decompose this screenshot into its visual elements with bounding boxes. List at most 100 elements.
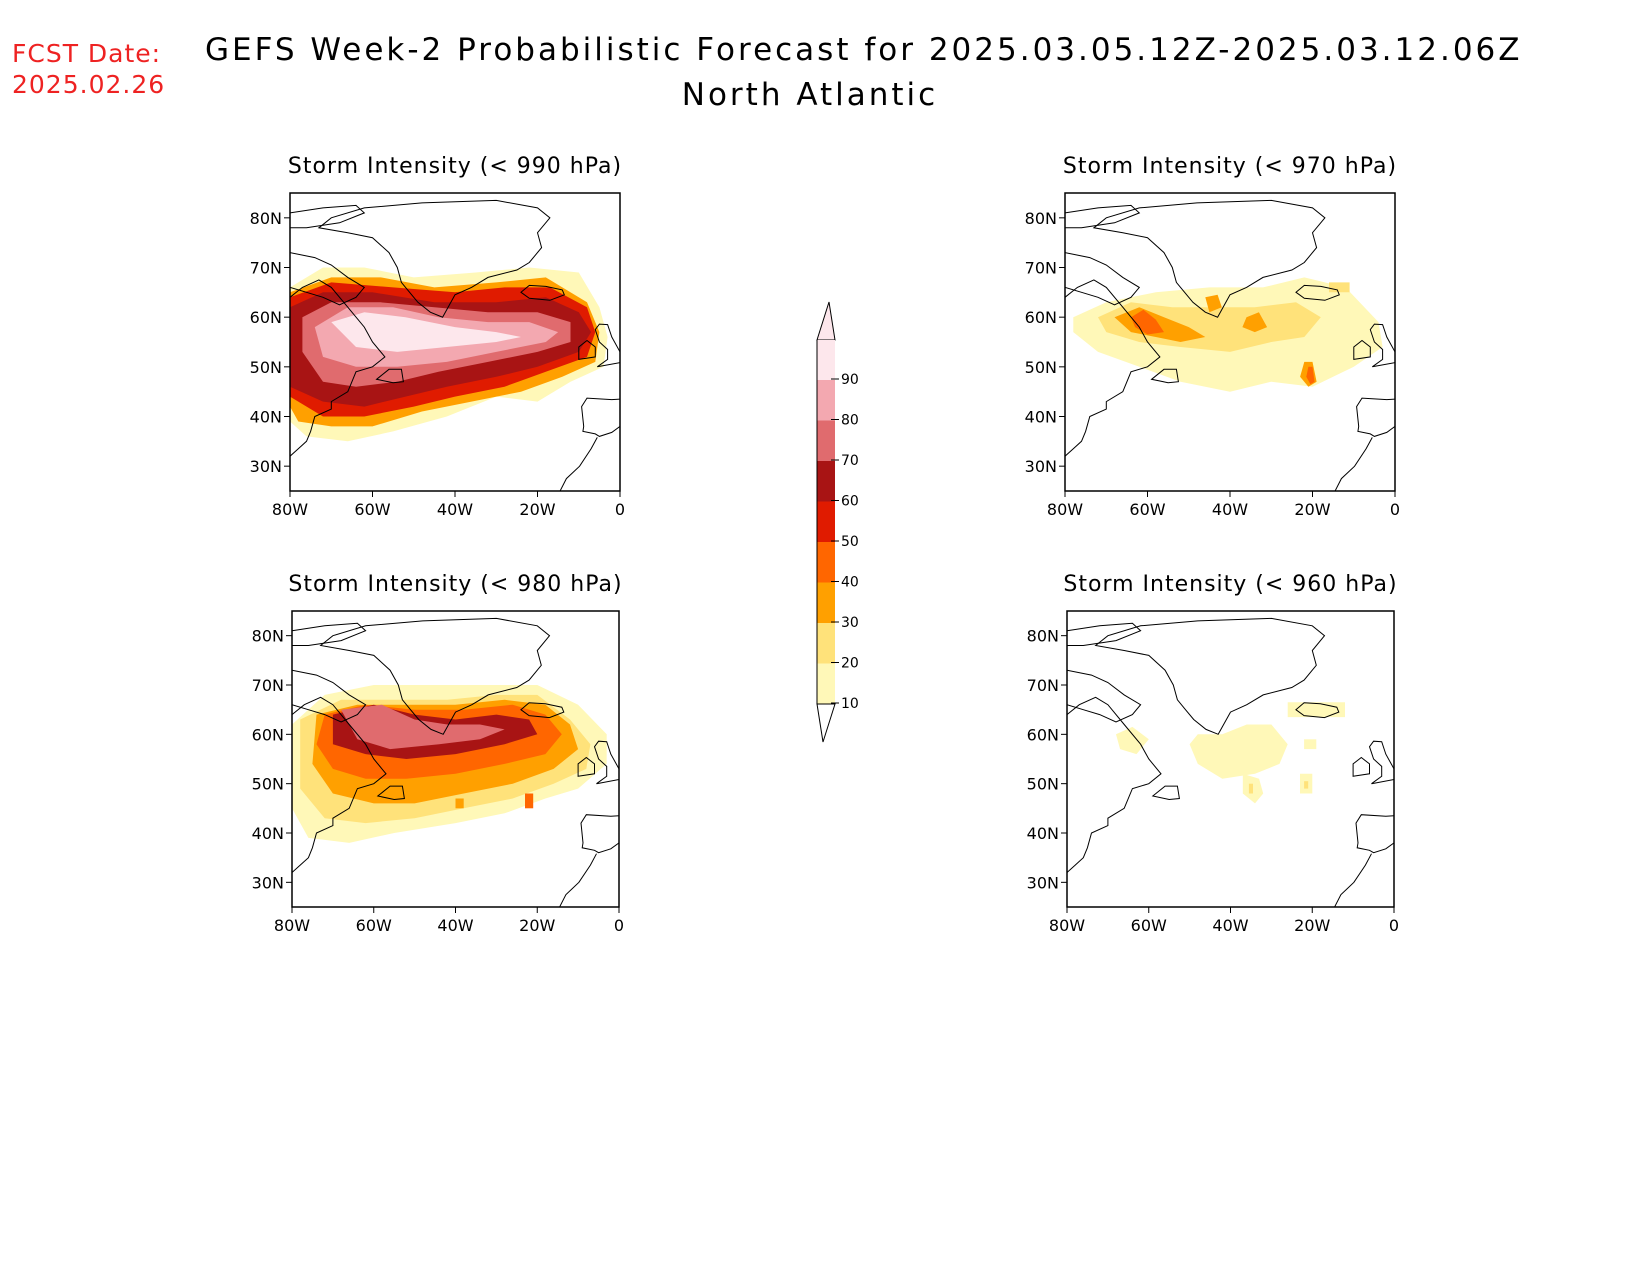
lon-tick-label: 60W (1129, 500, 1165, 519)
coastline (1094, 617, 1326, 735)
coastline (1067, 669, 1142, 723)
coastline (290, 279, 386, 457)
probability-area (1248, 783, 1253, 794)
probability-area (341, 704, 505, 750)
colorbar-label: 30 (841, 615, 859, 631)
colorbar-segment (817, 420, 835, 461)
colorbar-segment (817, 663, 835, 704)
lat-tick-label: 40N (1027, 824, 1059, 843)
map-panel-4: Storm Intensity (< 960 hPa) 80N 70N 60N 50N 4… (1027, 572, 1399, 935)
probability-area (1205, 294, 1222, 313)
lat-tick-label: 70N (1025, 259, 1057, 278)
coastline (292, 622, 367, 646)
coastline (577, 756, 595, 777)
lat-tick-label: 30N (1027, 873, 1059, 892)
lon-tick-label: 0 (1389, 916, 1399, 935)
lon-tick-label: 0 (615, 500, 625, 519)
colorbar-segment (817, 380, 835, 421)
probability-area (1306, 366, 1315, 385)
lat-tick-label: 80N (250, 209, 282, 228)
lon-tick-label: 20W (519, 916, 555, 935)
lat-tick-label: 60N (1027, 725, 1059, 744)
probability-area (1242, 312, 1268, 333)
lon-tick-label: 40W (1212, 500, 1248, 519)
lon-tick-label: 60W (1131, 916, 1167, 935)
coastline (520, 284, 565, 301)
lon-tick-label: 60W (356, 916, 392, 935)
lat-tick-label: 80N (252, 627, 284, 646)
probability-shading (1116, 702, 1345, 804)
lon-tick-label: 40W (437, 916, 473, 935)
lat-tick-label: 80N (1025, 209, 1057, 228)
probability-shading (292, 685, 607, 843)
coastline (1369, 323, 1395, 368)
lat-tick-label: 40N (1025, 408, 1057, 427)
fcst-date-value: 2025.02.26 (12, 70, 166, 99)
coastlines (292, 617, 619, 907)
coastline (1334, 437, 1373, 491)
lat-tick-label: 50N (1027, 775, 1059, 794)
coastline (1067, 622, 1142, 646)
lat-tick-label: 40N (252, 824, 284, 843)
colorbar-label: 10 (841, 696, 859, 712)
lon-tick-label: 40W (1212, 916, 1248, 935)
coastline (1067, 696, 1162, 873)
panel-title: Storm Intensity (< 990 hPa) (288, 154, 622, 179)
coastline (1065, 279, 1161, 457)
probability-area (1131, 309, 1164, 335)
lat-tick-label: 60N (250, 308, 282, 327)
lon-tick-label: 0 (614, 916, 624, 935)
probability-area (1189, 724, 1288, 779)
colorbar-label: 50 (841, 534, 859, 550)
forecast-date-block: FCST Date: 2025.02.26 (12, 38, 165, 100)
colorbar-label: 20 (841, 656, 859, 672)
coastline (1352, 756, 1370, 777)
coastline (1356, 397, 1395, 437)
lon-tick-label: 80W (272, 500, 308, 519)
coastline (559, 853, 597, 907)
coastline (317, 199, 551, 318)
colorbar-top-wedge (816, 301, 836, 341)
lat-tick-label: 50N (252, 775, 284, 794)
coastline (578, 339, 596, 360)
colorbar-bottom-wedge (816, 703, 836, 743)
lat-tick-label: 50N (250, 358, 282, 377)
coastline (375, 368, 404, 384)
coastline (1295, 702, 1340, 719)
coastlines (1065, 199, 1395, 491)
lon-tick-label: 20W (1294, 916, 1330, 935)
fcst-date-label: FCST Date: (12, 39, 162, 68)
coastline (580, 814, 619, 854)
lon-tick-label: 80W (274, 916, 310, 935)
region-title-text: North Atlantic (681, 77, 939, 113)
coastline (594, 323, 620, 368)
coastline (319, 617, 551, 735)
colorbar-label: 70 (841, 453, 859, 469)
lat-tick-label: 30N (250, 457, 282, 476)
coastline (376, 785, 405, 801)
lat-tick-label: 60N (1025, 308, 1057, 327)
colorbar-label: 90 (841, 372, 859, 388)
panel-title: Storm Intensity (< 970 hPa) (1063, 154, 1397, 179)
coastline (1065, 252, 1141, 306)
colorbar-segment (817, 623, 835, 664)
probability-area (331, 312, 521, 352)
coastline (292, 669, 367, 723)
region-title: North Atlantic (0, 77, 1650, 113)
coastline (1092, 199, 1326, 318)
coastline (292, 696, 387, 873)
colorbar-segment (817, 340, 835, 380)
coastline (1355, 814, 1394, 854)
colorbar-label: 80 (841, 413, 859, 429)
lat-tick-label: 80N (1027, 627, 1059, 646)
lon-tick-label: 80W (1047, 500, 1083, 519)
colorbar-segment (817, 582, 835, 623)
coastline (290, 252, 366, 306)
coastline (559, 437, 598, 491)
lat-tick-label: 60N (252, 725, 284, 744)
map-panel-1: Storm Intensity (< 990 hPa) 80N 70N 60N 50N 4… (250, 154, 625, 519)
colorbar-segment (817, 542, 835, 583)
coastline (1334, 853, 1372, 907)
map-panel-2: Storm Intensity (< 970 hPa) 80N 70N 60N 50N 4… (1025, 154, 1400, 519)
